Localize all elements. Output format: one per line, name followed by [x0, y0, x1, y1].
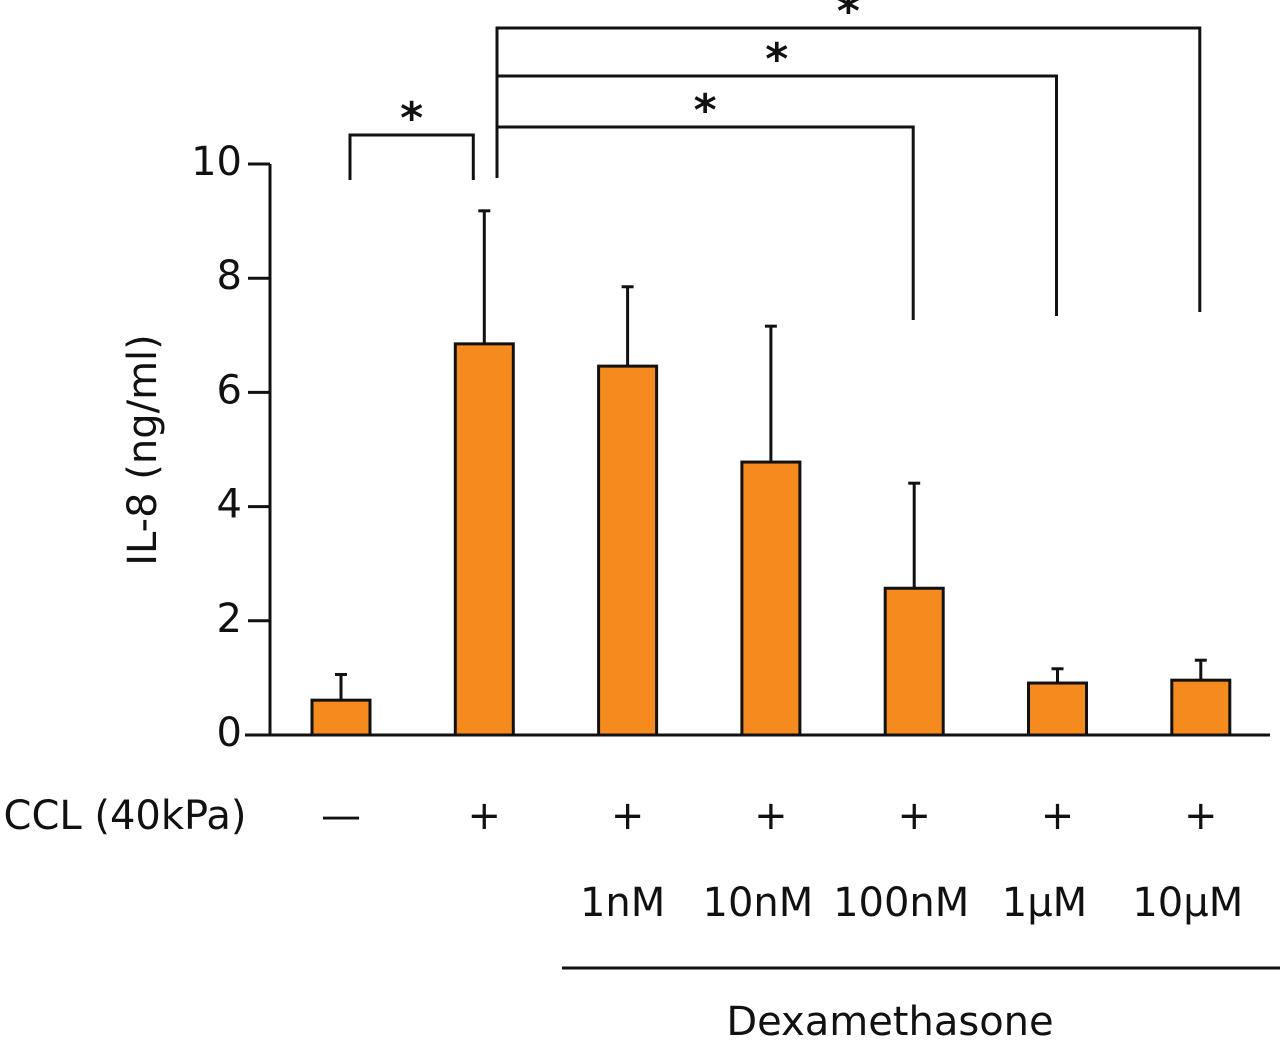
significance-bracket — [495, 74, 1058, 316]
x-tick-label: + — [897, 793, 931, 839]
y-tick-label: 0 — [217, 710, 242, 756]
y-tick-label: 8 — [217, 253, 242, 299]
significance-bracket — [495, 125, 915, 320]
bar — [883, 586, 945, 737]
significance-bracket — [495, 26, 1202, 312]
group-label: Dexamethasone — [726, 999, 1053, 1040]
y-tick-label: 4 — [217, 482, 242, 528]
x-tick-label: + — [611, 793, 645, 839]
y-tick-label: 6 — [217, 367, 242, 413]
bar — [597, 364, 659, 737]
x-tick-label: + — [468, 793, 502, 839]
row-label: CCL (40kPa) — [4, 793, 247, 839]
dose-label: 1μM — [1002, 880, 1087, 926]
dose-label: 10nM — [703, 880, 814, 926]
significance-label: * — [765, 34, 788, 85]
x-tick-label: — — [321, 793, 361, 839]
x-tick-label: + — [754, 793, 788, 839]
y-axis-label: IL-8 (ng/ml) — [120, 334, 166, 565]
significance-label: * — [400, 93, 423, 144]
dose-label: 100nM — [833, 880, 969, 926]
significance-bracket — [348, 133, 475, 180]
dose-label: 1nM — [580, 880, 665, 926]
x-tick-label: + — [1041, 793, 1075, 839]
bar — [1027, 681, 1088, 737]
y-tick-label: 10 — [191, 139, 242, 185]
bar — [740, 460, 802, 737]
dose-label: 10μM — [1132, 880, 1243, 926]
x-tick-label: + — [1184, 793, 1218, 839]
bar — [310, 698, 372, 737]
significance-label: * — [837, 0, 860, 37]
bar — [453, 342, 515, 737]
significance-label: * — [694, 85, 717, 136]
bar — [1170, 678, 1232, 737]
y-tick-label: 2 — [217, 596, 242, 642]
